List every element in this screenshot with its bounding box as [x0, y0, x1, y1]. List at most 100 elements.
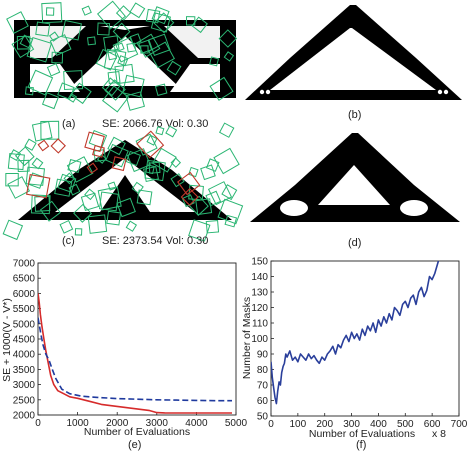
mask-square [170, 173, 185, 188]
chart-f-frame [270, 260, 460, 417]
mask-square [112, 22, 131, 41]
panel-c-structure [2, 120, 244, 242]
mask-square [107, 50, 117, 61]
chart-e-ytick-label: 6500 [13, 274, 36, 285]
mask-square [57, 173, 77, 193]
mask-square [126, 42, 137, 53]
panel-a-structure [6, 0, 238, 113]
mask-square [80, 192, 100, 212]
mask-square [101, 85, 130, 113]
mask-square [148, 33, 171, 57]
mask-square-highlight [26, 173, 51, 199]
mask-square [101, 77, 121, 97]
chart-e-xtick-label: 0 [35, 418, 41, 429]
mask-square [112, 36, 139, 63]
mask-square [41, 2, 63, 24]
mask-square [84, 188, 96, 201]
panel-a-caption: SE: 2066.76 Vol: 0.30 [102, 118, 208, 130]
mask-square [209, 76, 234, 101]
chart-f-xlabel: Number of Evaluations [309, 428, 415, 440]
chart-f-xtick-label: 400 [370, 419, 387, 430]
chart-f-xtick-label: 500 [397, 419, 414, 430]
mask-square [107, 181, 117, 191]
chart-e-series-0-line [38, 293, 232, 414]
mask-square [125, 91, 146, 111]
mask-square [104, 79, 126, 101]
mask-square [96, 22, 111, 36]
mask-square [188, 166, 199, 178]
panel-a-label: (a) [62, 118, 75, 130]
mask-square-highlight [37, 139, 50, 152]
mask-square [98, 191, 119, 212]
mask-square [209, 56, 220, 67]
mask-square [145, 8, 161, 24]
mask-square [191, 16, 208, 34]
mask-square [115, 42, 125, 52]
mask-square [74, 228, 83, 236]
mask-square [146, 134, 158, 146]
mask-square [73, 203, 93, 223]
mask-square [107, 71, 121, 84]
chart-f-xtick-label: 600 [424, 419, 441, 430]
mask-square [205, 190, 222, 207]
chart-f-xtick-label: 100 [290, 419, 307, 430]
chart-e-xtick-label: 4000 [185, 418, 208, 429]
chart-f-ytick-label: 100 [251, 334, 268, 345]
mask-square [27, 69, 54, 96]
chart-f-ytick-label: 150 [251, 257, 268, 268]
mask-square [31, 157, 44, 170]
mask-square [9, 149, 21, 161]
mask-square [70, 82, 92, 105]
mask-square-highlight [50, 138, 66, 154]
mask-square [150, 12, 172, 33]
mask-square [154, 83, 168, 97]
chart-e-ytick-label: 2000 [13, 411, 36, 422]
mask-square [81, 5, 92, 16]
mask-square [95, 48, 118, 71]
mask-square [116, 197, 136, 218]
chart-e-xtick-label: 5000 [225, 418, 248, 429]
mask-square [11, 35, 35, 59]
chart-e-ytick-label: 5500 [13, 304, 36, 315]
mask-square [24, 86, 34, 96]
mask-square [186, 16, 196, 26]
mask-square [14, 146, 35, 167]
mask-square [6, 11, 29, 34]
chart-f-ytick-label: 110 [252, 319, 268, 330]
mask-square [188, 219, 211, 242]
chart-f-series-0-line [271, 261, 440, 405]
panel-d-label: (d) [348, 237, 361, 249]
mask-square [86, 36, 96, 46]
mask-square [24, 138, 37, 151]
mask-square [2, 219, 24, 241]
mask-square [144, 159, 166, 182]
mask-square [165, 125, 178, 138]
mask-square-highlight [84, 131, 105, 153]
chart-f-xlabel-suffix: x 8 [432, 428, 446, 440]
chart-f-ylabel: Number of Masks [241, 297, 253, 379]
chart-e: 0 1000 2000 3000 4000 5000 2000 2500 3000 3500 400… [1, 259, 248, 439]
mask-square [126, 148, 151, 173]
mask-square [106, 210, 122, 226]
mask-square [19, 34, 34, 49]
mask-square [67, 92, 78, 103]
mask-square-highlight [177, 171, 201, 196]
mask-square [61, 19, 82, 41]
chart-e-ytick-label: 6000 [13, 289, 36, 300]
mask-square [63, 172, 76, 185]
mask-square [41, 92, 60, 110]
chart-f-ytick-label: 120 [251, 303, 268, 314]
panel-d-structure [250, 133, 460, 222]
chart-e-xlabel: Number of Evaluations [84, 426, 190, 438]
chart-e-ytick-label: 5000 [13, 319, 36, 330]
chart-f-ytick-label: 60 [257, 396, 269, 407]
chart-e-ylabel: SE + 1000(V - V*) [1, 298, 13, 382]
mask-square [151, 147, 177, 173]
mask-square [143, 166, 159, 183]
chart-f: 0 100 200 300 400 500 600 700 50 60 70 80 90 100 110 12… [241, 257, 468, 441]
chart-e-ytick-label: 3000 [13, 380, 36, 391]
chart-e-xtick-label: 3000 [146, 418, 169, 429]
mask-square [63, 70, 84, 91]
mask-square [170, 157, 182, 168]
mask-square [48, 31, 60, 42]
